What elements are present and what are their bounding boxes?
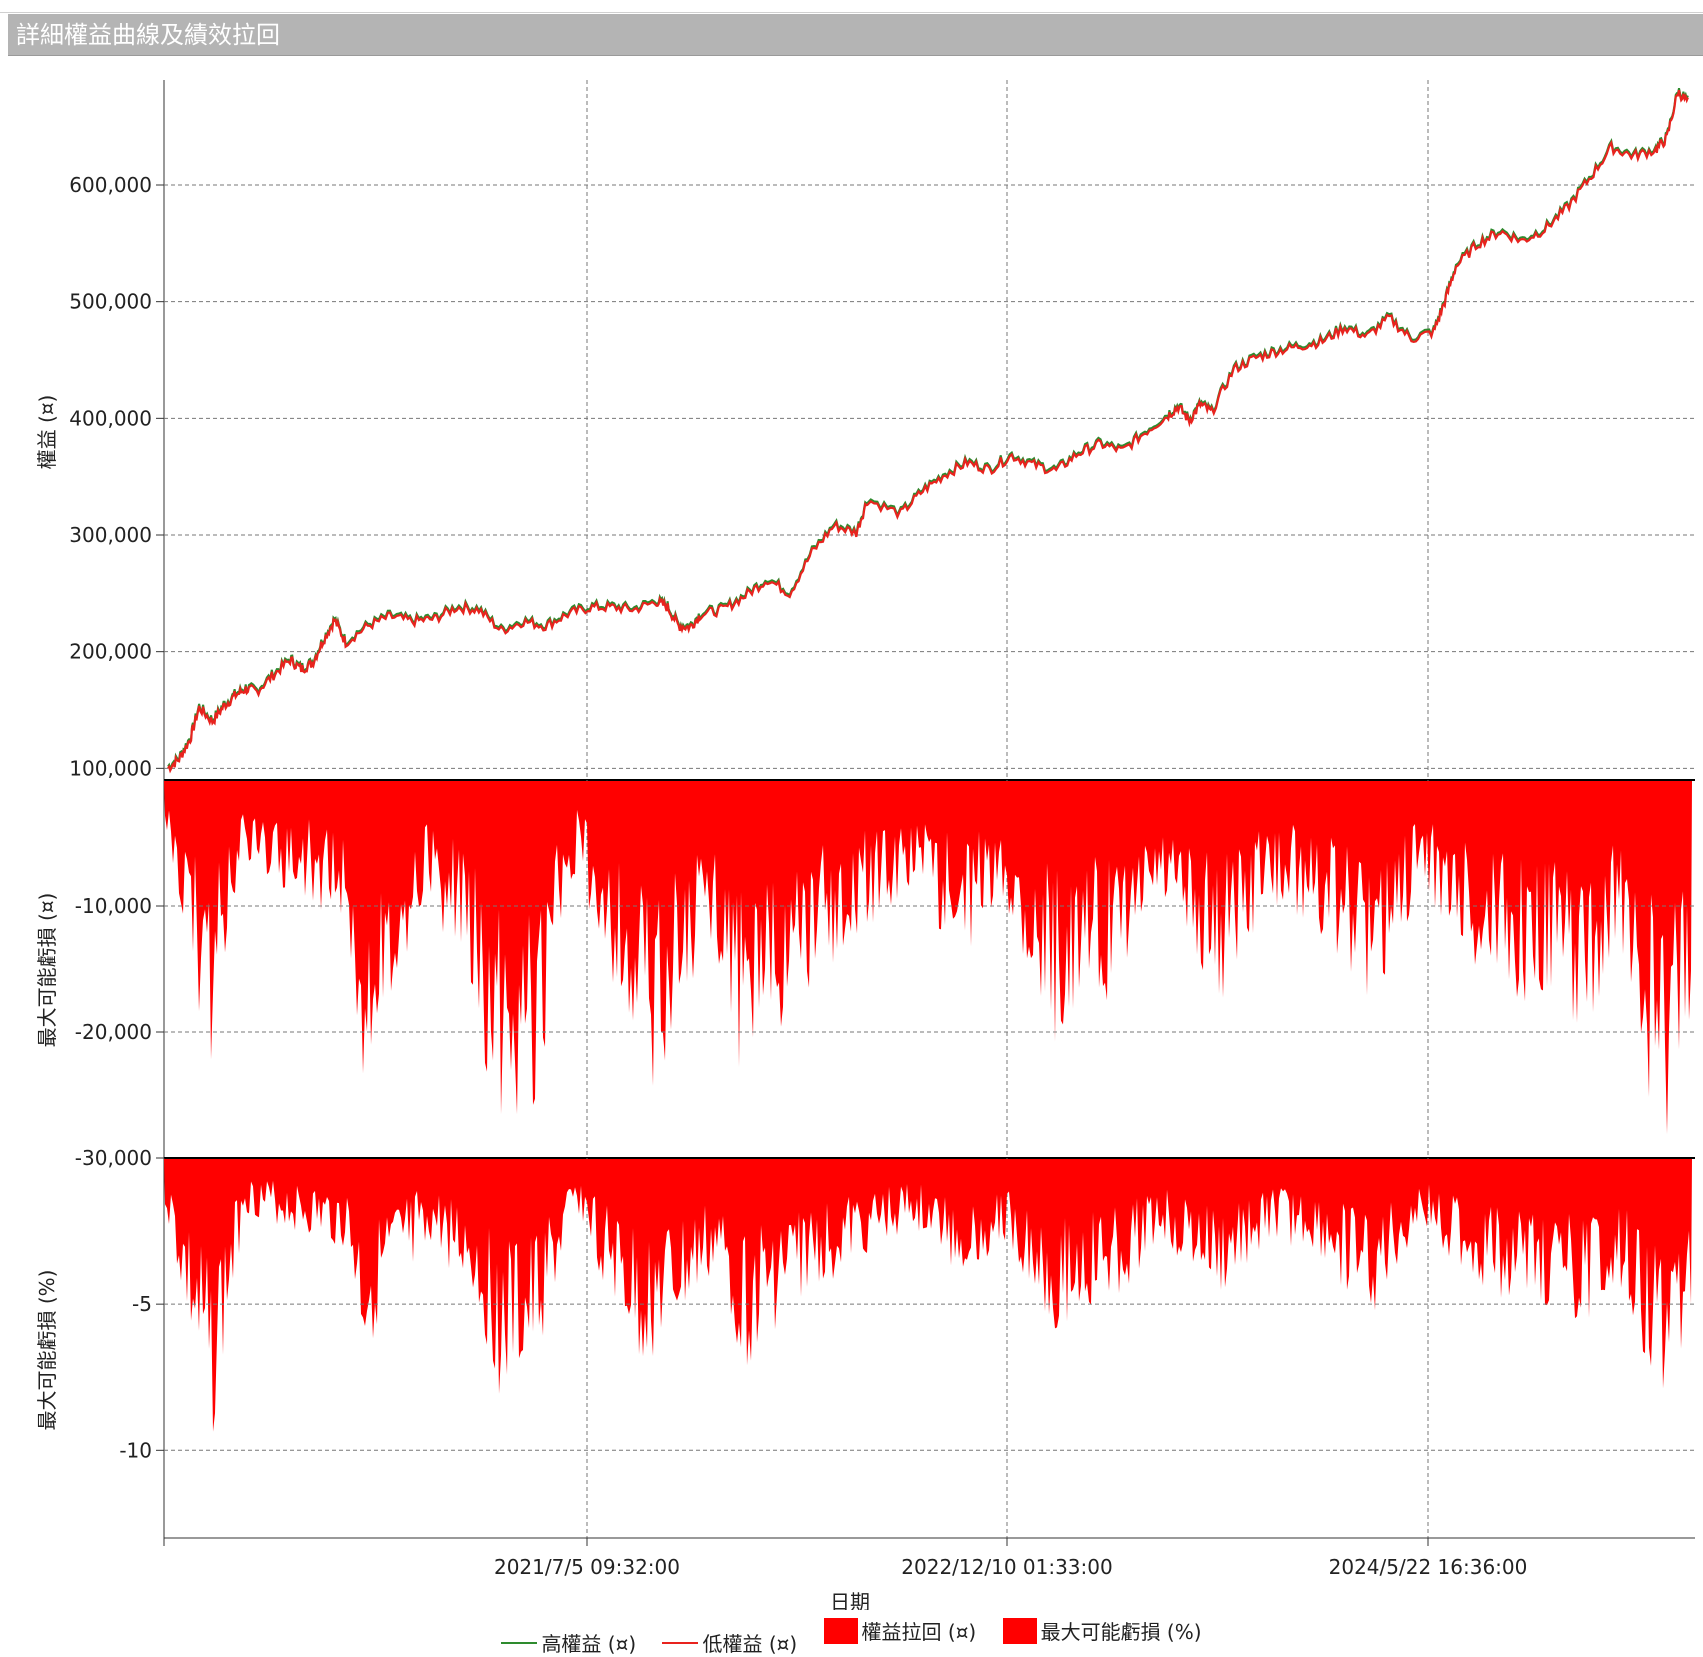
y-tick-label-equity: 300,000 [69, 523, 152, 547]
series-low-equity-line [167, 89, 1689, 774]
equity-panel: 100,000 200,000 300,000 400,000 500,000 600,0… [69, 80, 1695, 780]
x-axis: 2021/7/5 09:32:00 2022/12/10 01:33:00 2024… [163, 1537, 1695, 1579]
x-tick-label: 2022/12/10 01:33:00 [901, 1555, 1112, 1579]
x-tick-label: 2021/7/5 09:32:00 [494, 1555, 680, 1579]
y-tick-label-equity: 100,000 [69, 756, 152, 780]
series-area-drawdown [164, 781, 1692, 1134]
legend-swatch-equity-drawdown [823, 1617, 858, 1644]
legend-swatch-low-equity [662, 1641, 699, 1644]
legend-label-high-equity: 高權益 (¤) [541, 1632, 637, 1656]
y-tick-label-equity: 400,000 [69, 406, 152, 430]
legend-swatch-max-loss-pct [1002, 1617, 1037, 1644]
y-axis-title-percent: 最大可能虧損 (%) [35, 1270, 59, 1431]
drawdown-percent-panel: -5 -10 [119, 1157, 1695, 1538]
y-tick-label-percent: -10 [119, 1438, 152, 1462]
y-axis-title-drawdown: 最大可能虧損 (¤) [35, 893, 59, 1048]
legend-item-high-equity: 高權益 (¤) [501, 1628, 636, 1657]
window-title: 詳細權益曲線及績效拉回 [8, 14, 1703, 56]
y-tick-label-drawdown: -20,000 [75, 1020, 152, 1044]
y-tick-label-equity: 600,000 [69, 173, 152, 197]
y-tick-label-percent: -5 [132, 1292, 152, 1316]
legend-label-low-equity: 低權益 (¤) [702, 1632, 798, 1656]
x-tick-label: 2024/5/22 16:36:00 [1329, 1555, 1528, 1579]
equity-drawdown-chart: 100,000 200,000 300,000 400,000 500,000 600,0… [35, 80, 1695, 1610]
series-high-equity-line [167, 87, 1689, 772]
y-axis-title-equity: 權益 (¤) [35, 395, 59, 470]
x-axis-title: 日期 [830, 1590, 870, 1610]
series-area-percent [164, 1159, 1692, 1432]
legend-swatch-high-equity [501, 1641, 538, 1644]
legend-item-low-equity: 低權益 (¤) [662, 1628, 797, 1657]
y-tick-label-drawdown: -10,000 [75, 894, 152, 918]
window-frame-top [0, 0, 1703, 13]
y-tick-label-equity: 500,000 [69, 290, 152, 314]
legend-label-max-loss-pct: 最大可能虧損 (%) [1040, 1620, 1202, 1644]
y-tick-label-equity: 200,000 [69, 640, 152, 664]
legend: 高權益 (¤) 低權益 (¤) 權益拉回 (¤) 最大可能虧損 (%) [0, 1616, 1703, 1656]
y-tick-label-drawdown: -30,000 [75, 1146, 152, 1170]
drawdown-panel: -10,000 -20,000 -30,000 [75, 779, 1695, 1170]
legend-item-equity-drawdown: 權益拉回 (¤) [823, 1616, 977, 1645]
legend-label-equity-drawdown: 權益拉回 (¤) [861, 1620, 977, 1644]
legend-item-max-loss-pct: 最大可能虧損 (%) [1002, 1616, 1202, 1645]
